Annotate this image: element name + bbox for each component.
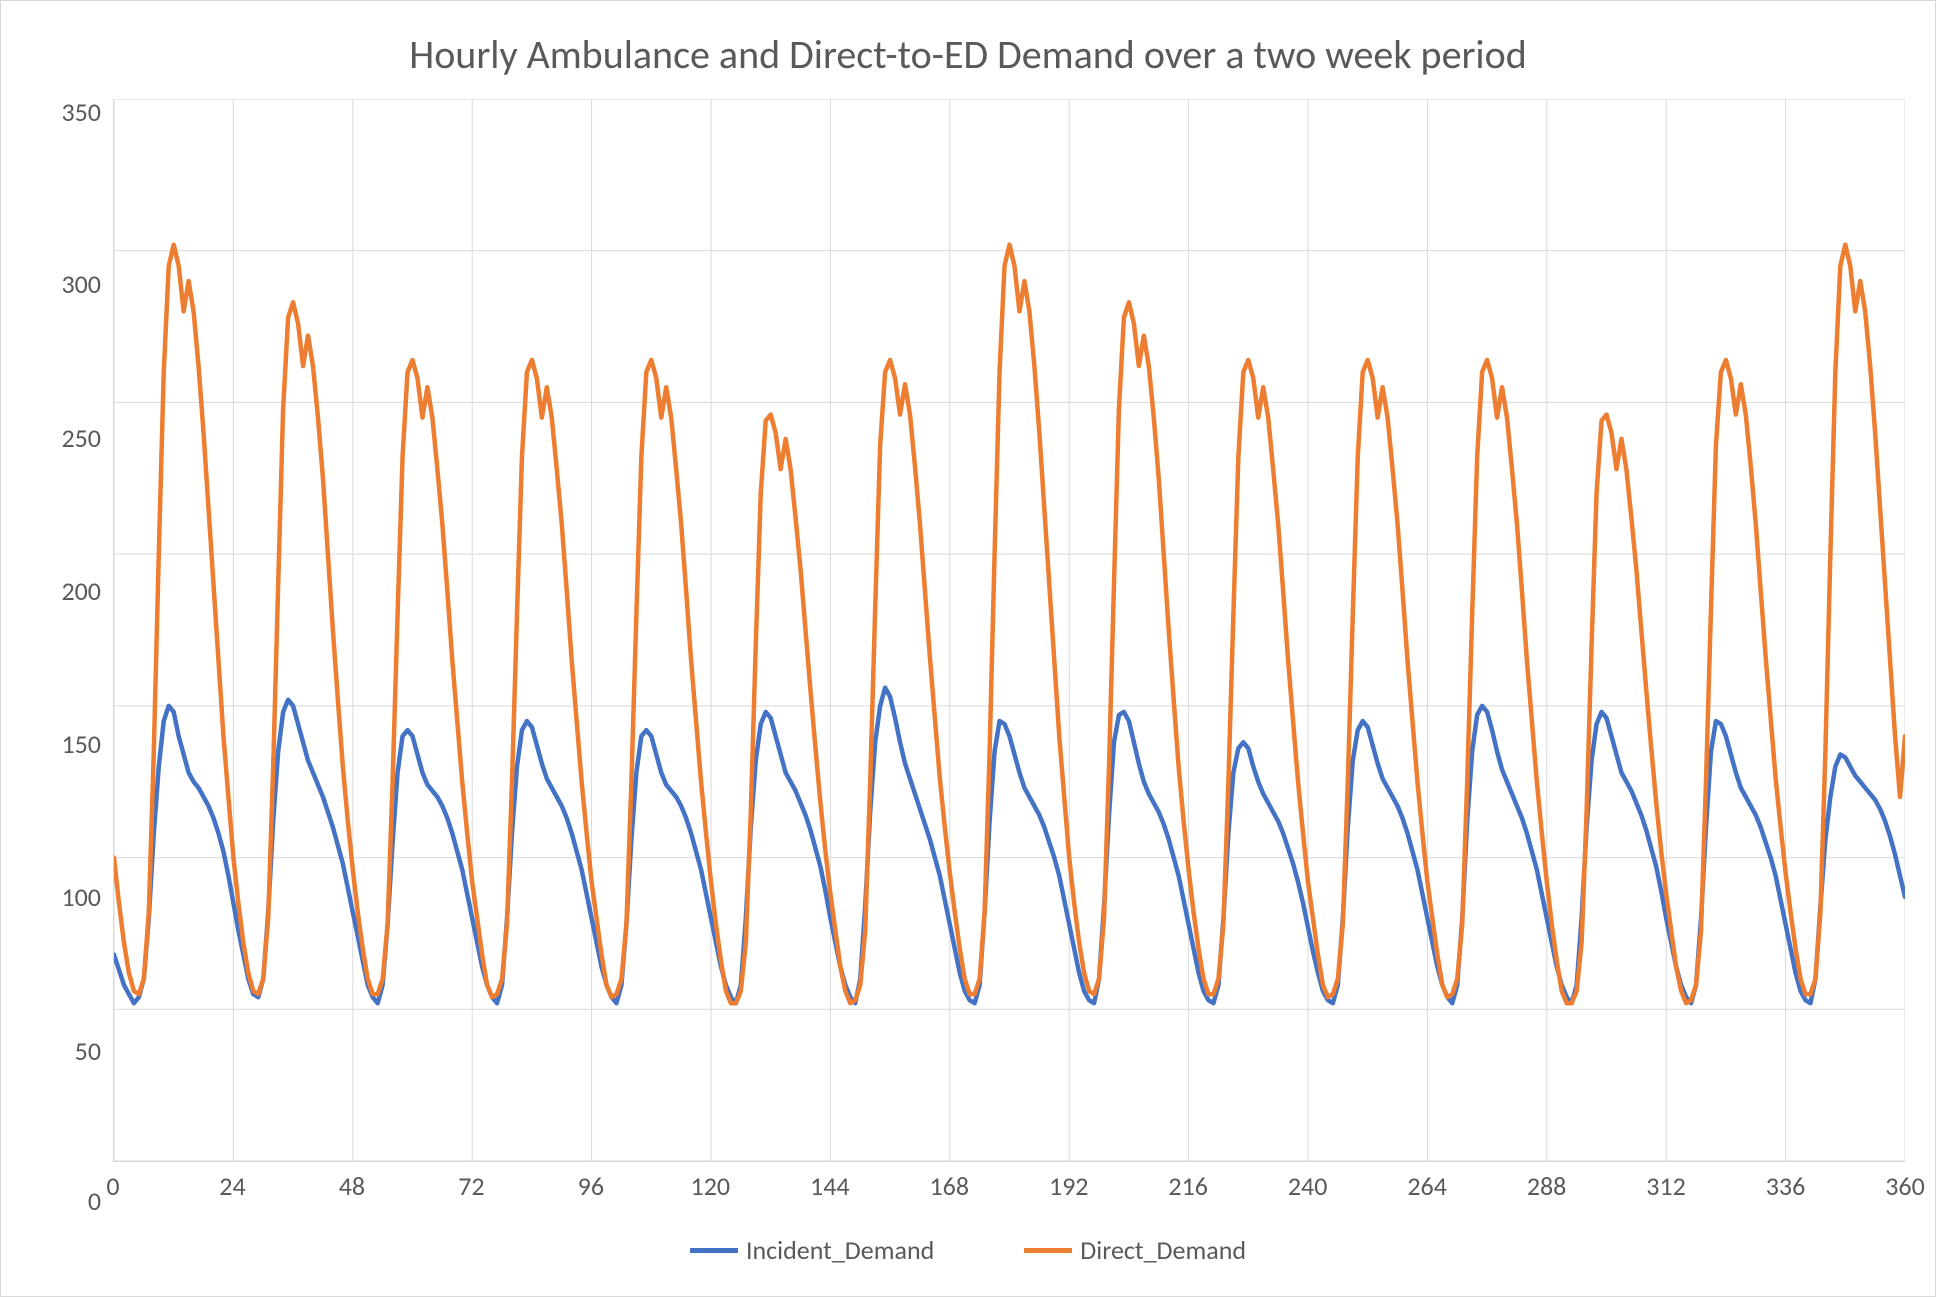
x-tick-label: 120 xyxy=(691,1170,731,1202)
x-axis-labels: 0244872961201441681922162402642883123363… xyxy=(113,1170,1905,1204)
x-tick-label: 216 xyxy=(1168,1170,1208,1202)
x-tick-label: 192 xyxy=(1049,1170,1089,1202)
x-tick-label: 0 xyxy=(106,1170,119,1202)
x-tick-label: 168 xyxy=(929,1170,969,1202)
plot-column: 0244872961201441681922162402642883123363… xyxy=(113,99,1905,1204)
plot-wrap: 350300250200150100500 024487296120144168… xyxy=(31,99,1905,1204)
legend-label-incident: Incident_Demand xyxy=(746,1234,934,1266)
x-tick-label: 240 xyxy=(1288,1170,1328,1202)
legend-label-direct: Direct_Demand xyxy=(1080,1234,1246,1266)
x-tick-label: 24 xyxy=(219,1170,245,1202)
x-tick-label: 288 xyxy=(1527,1170,1567,1202)
series-Direct_Demand xyxy=(114,245,1905,1004)
x-tick-label: 312 xyxy=(1646,1170,1686,1202)
legend-swatch-direct xyxy=(1024,1248,1072,1253)
legend-swatch-incident xyxy=(690,1248,738,1253)
x-tick-label: 144 xyxy=(810,1170,850,1202)
legend-item-incident: Incident_Demand xyxy=(690,1234,934,1266)
x-tick-label: 360 xyxy=(1885,1170,1925,1202)
y-tick-label: 50 xyxy=(75,1035,101,1067)
chart-title: Hourly Ambulance and Direct-to-ED Demand… xyxy=(151,31,1785,79)
y-axis-labels: 350300250200150100500 xyxy=(31,99,113,1204)
legend: Incident_Demand Direct_Demand xyxy=(31,1234,1905,1266)
legend-item-direct: Direct_Demand xyxy=(1024,1234,1246,1266)
y-tick-label: 100 xyxy=(61,881,101,913)
x-tick-label: 48 xyxy=(339,1170,365,1202)
x-tick-label: 72 xyxy=(458,1170,484,1202)
x-tick-label: 264 xyxy=(1407,1170,1447,1202)
y-tick-label: 300 xyxy=(61,268,101,300)
y-tick-label: 0 xyxy=(88,1185,101,1217)
plot-area xyxy=(113,99,1905,1162)
chart-container: Hourly Ambulance and Direct-to-ED Demand… xyxy=(0,0,1936,1297)
y-tick-label: 150 xyxy=(61,728,101,760)
y-tick-label: 350 xyxy=(61,96,101,128)
y-tick-label: 200 xyxy=(61,575,101,607)
y-tick-label: 250 xyxy=(61,422,101,454)
chart-svg xyxy=(114,99,1905,1161)
x-tick-label: 96 xyxy=(578,1170,604,1202)
x-tick-label: 336 xyxy=(1766,1170,1806,1202)
